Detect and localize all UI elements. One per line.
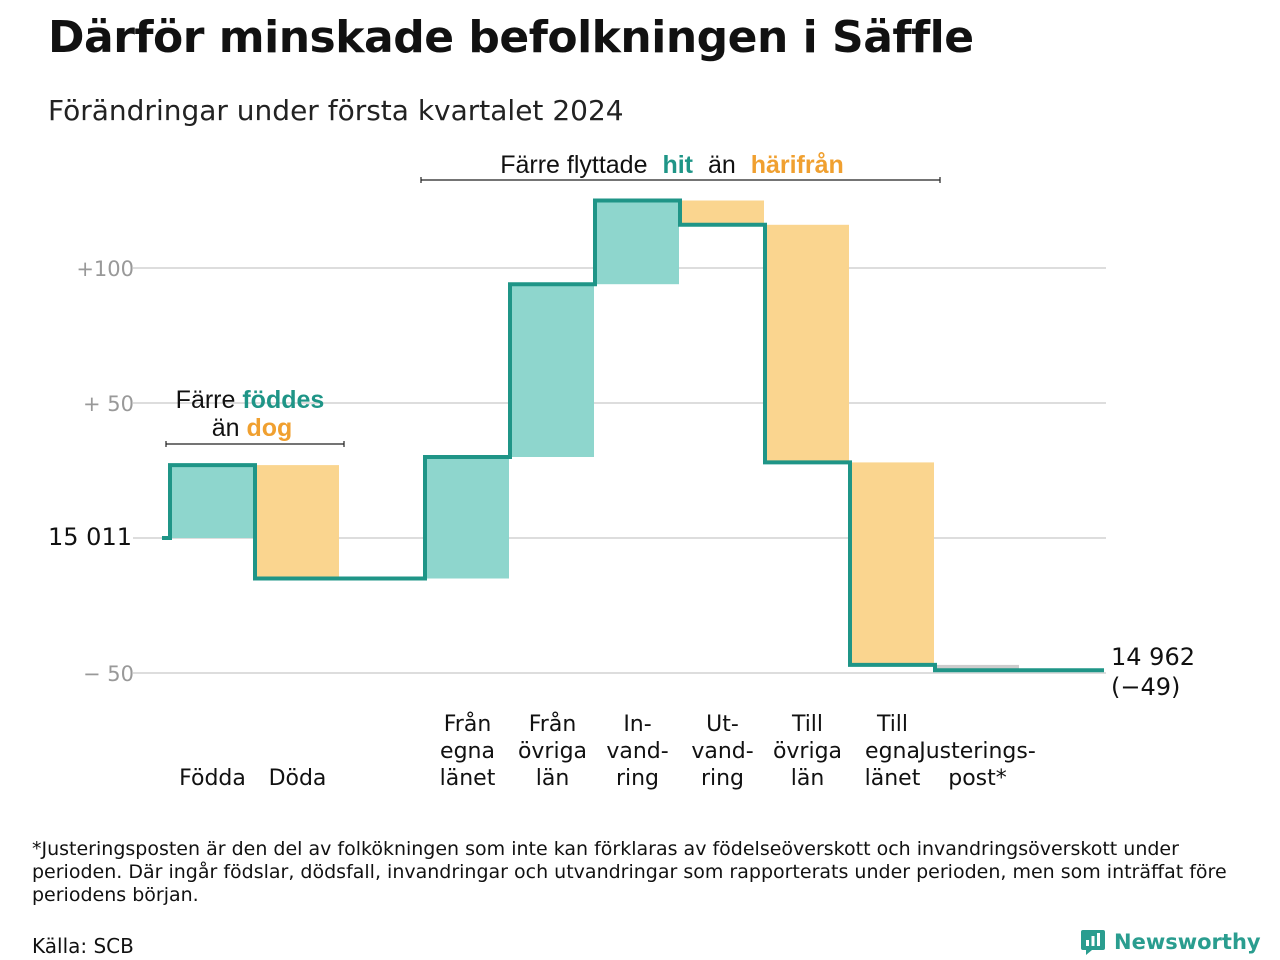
end-change-label: (−49) xyxy=(1111,673,1180,701)
bar-increase xyxy=(596,200,679,285)
x-axis-label: Födda xyxy=(179,766,246,791)
bar-adjustment xyxy=(936,664,1019,671)
bar-decrease xyxy=(851,462,934,665)
births-annotation-prefix: Färre xyxy=(176,386,236,414)
births-annotation: Färre föddes än dog xyxy=(165,386,345,447)
births-annotation-highlight: föddes xyxy=(242,386,324,414)
moves-annotation-out: härifrån xyxy=(751,151,844,179)
bar-decrease xyxy=(256,465,339,579)
x-axis-label: Döda xyxy=(269,766,327,791)
x-axis-label: Till egna länet xyxy=(865,712,921,791)
bar-increase xyxy=(426,457,509,579)
moves-annotation-middle: än xyxy=(708,151,736,179)
start-value-label: 15 011 xyxy=(48,523,132,551)
x-axis-label: In-vand-ring xyxy=(606,712,668,791)
end-value-label: 14 962 xyxy=(1111,643,1195,671)
x-axis-label: Från egna länet xyxy=(440,711,496,791)
chart-title: Därför minskade befolkningen i Säffle xyxy=(48,12,974,63)
bars xyxy=(171,200,1019,671)
y-axis-ticks: +100 + 50 − 50 15 011 xyxy=(48,257,134,686)
brand[interactable]: Newsworthy xyxy=(1080,928,1261,956)
x-axis-label: Ut-vand-ring xyxy=(691,712,753,791)
x-axis-label: Till övriga län xyxy=(773,712,842,791)
x-axis-labels: Födda Döda Från egna länet Från övriga län In-va… xyxy=(179,711,1036,791)
chart-subtitle: Förändringar under första kvartalet 2024 xyxy=(48,94,624,127)
moves-annotation-bracket xyxy=(420,177,941,183)
cumulative-step-line xyxy=(162,198,1104,673)
svg-text:än dog: än dog xyxy=(212,414,293,442)
moves-annotation-in: hit xyxy=(662,151,693,179)
bar-increase xyxy=(511,284,594,457)
bar-increase xyxy=(171,465,254,538)
footnote: *Justeringsposten är den del av folkökni… xyxy=(32,838,1227,906)
bar-decrease xyxy=(766,224,849,463)
svg-text:Färre flyttade hit: Färre flyttade hit än härifrån xyxy=(500,151,844,179)
source-label: Källa: SCB xyxy=(32,934,134,958)
moves-annotation-prefix: Färre flyttade xyxy=(500,151,647,179)
x-axis-label: Från övriga län xyxy=(518,711,587,791)
deaths-annotation-prefix: än xyxy=(212,414,240,442)
newsworthy-logo-icon xyxy=(1081,930,1105,955)
births-annotation-bracket xyxy=(165,441,345,447)
x-axis-label: Justerings-post* xyxy=(917,739,1036,791)
svg-text:Färre föddes: Färre föddes xyxy=(176,386,325,414)
y-tick-label: − 50 xyxy=(83,662,134,686)
deaths-annotation-highlight: dog xyxy=(246,414,292,442)
bar-decrease xyxy=(681,200,764,225)
y-tick-label: + 50 xyxy=(83,392,134,416)
y-tick-label: +100 xyxy=(76,257,134,281)
cumulative-line xyxy=(162,198,1104,673)
brand-name: Newsworthy xyxy=(1114,930,1261,954)
moves-annotation: Färre flyttade hit än härifrån xyxy=(420,151,941,183)
